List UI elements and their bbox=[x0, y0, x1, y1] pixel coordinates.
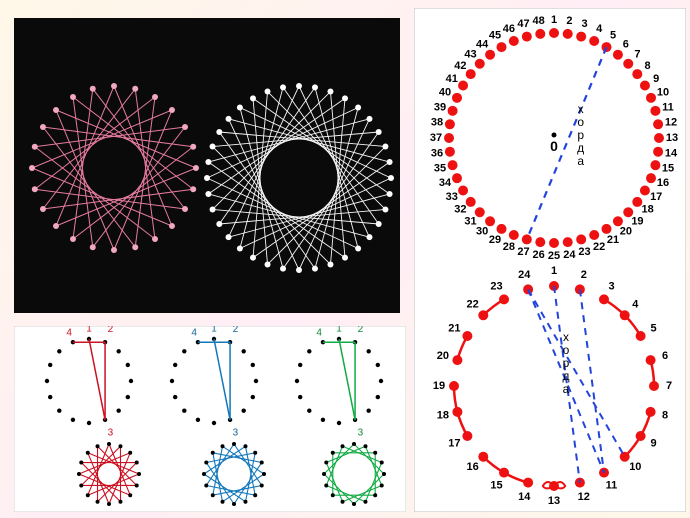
svg-text:18: 18 bbox=[437, 410, 449, 422]
svg-text:а: а bbox=[577, 154, 584, 168]
svg-text:9: 9 bbox=[653, 73, 659, 85]
svg-text:20: 20 bbox=[437, 350, 449, 362]
svg-text:4: 4 bbox=[66, 328, 72, 339]
svg-text:12: 12 bbox=[578, 491, 590, 503]
svg-text:х: х bbox=[563, 330, 569, 344]
svg-text:р: р bbox=[577, 128, 584, 142]
svg-text:19: 19 bbox=[433, 380, 445, 392]
svg-text:34: 34 bbox=[439, 177, 452, 189]
svg-text:14: 14 bbox=[518, 491, 531, 503]
stitch-steps-panel: 1 2 3 4 1 2 3 4 1 2 3 4 bbox=[14, 326, 406, 512]
string-art-photo-panel bbox=[14, 18, 400, 313]
svg-text:35: 35 bbox=[434, 162, 446, 174]
svg-text:8: 8 bbox=[645, 60, 651, 72]
svg-text:2: 2 bbox=[108, 326, 114, 335]
svg-text:2: 2 bbox=[566, 15, 572, 27]
svg-text:31: 31 bbox=[464, 215, 476, 227]
svg-text:13: 13 bbox=[666, 132, 678, 144]
svg-text:21: 21 bbox=[607, 234, 619, 246]
svg-text:10: 10 bbox=[629, 461, 641, 473]
svg-text:32: 32 bbox=[454, 204, 466, 216]
svg-text:1: 1 bbox=[336, 326, 342, 335]
svg-text:2: 2 bbox=[358, 326, 364, 335]
svg-text:2: 2 bbox=[581, 269, 587, 281]
svg-text:17: 17 bbox=[448, 437, 460, 449]
svg-text:19: 19 bbox=[631, 215, 643, 227]
svg-text:44: 44 bbox=[476, 38, 489, 50]
svg-text:3: 3 bbox=[608, 280, 614, 292]
svg-text:46: 46 bbox=[503, 23, 515, 35]
svg-text:30: 30 bbox=[476, 226, 488, 238]
svg-text:4: 4 bbox=[316, 328, 322, 339]
svg-text:7: 7 bbox=[666, 380, 672, 392]
svg-text:д: д bbox=[577, 141, 584, 155]
svg-text:6: 6 bbox=[662, 350, 668, 362]
svg-text:45: 45 bbox=[489, 30, 501, 42]
svg-text:9: 9 bbox=[651, 437, 657, 449]
svg-text:4: 4 bbox=[632, 299, 639, 311]
svg-text:18: 18 bbox=[641, 204, 653, 216]
svg-text:24: 24 bbox=[563, 249, 576, 261]
svg-text:11: 11 bbox=[662, 101, 674, 113]
svg-text:47: 47 bbox=[517, 18, 529, 30]
svg-text:0: 0 bbox=[550, 138, 558, 154]
svg-text:о: о bbox=[577, 115, 584, 129]
svg-text:16: 16 bbox=[657, 177, 669, 189]
svg-text:а: а bbox=[563, 382, 570, 396]
svg-text:23: 23 bbox=[578, 246, 590, 258]
svg-text:8: 8 bbox=[662, 410, 668, 422]
svg-text:1: 1 bbox=[86, 326, 92, 335]
svg-text:11: 11 bbox=[606, 479, 618, 491]
svg-text:4: 4 bbox=[596, 23, 603, 35]
svg-text:15: 15 bbox=[662, 162, 674, 174]
svg-text:43: 43 bbox=[464, 48, 476, 60]
svg-text:10: 10 bbox=[657, 87, 669, 99]
chord-diagram-panel: 1234567891011121314151617181920212223242… bbox=[414, 8, 686, 512]
svg-text:5: 5 bbox=[610, 30, 616, 42]
svg-text:41: 41 bbox=[446, 73, 458, 85]
svg-text:22: 22 bbox=[593, 241, 605, 253]
svg-text:1: 1 bbox=[551, 14, 557, 26]
svg-text:13: 13 bbox=[548, 495, 560, 507]
svg-text:40: 40 bbox=[439, 87, 451, 99]
svg-text:37: 37 bbox=[430, 132, 442, 144]
svg-text:25: 25 bbox=[548, 250, 560, 262]
svg-text:27: 27 bbox=[517, 246, 529, 258]
svg-text:42: 42 bbox=[454, 60, 466, 72]
svg-text:26: 26 bbox=[532, 249, 544, 261]
svg-text:3: 3 bbox=[233, 427, 239, 438]
svg-text:р: р bbox=[563, 356, 570, 370]
svg-text:28: 28 bbox=[503, 241, 515, 253]
svg-text:12: 12 bbox=[665, 117, 677, 129]
svg-text:20: 20 bbox=[620, 226, 632, 238]
svg-text:1: 1 bbox=[211, 326, 217, 335]
svg-text:36: 36 bbox=[431, 147, 443, 159]
svg-text:3: 3 bbox=[581, 18, 587, 30]
svg-text:23: 23 bbox=[490, 280, 502, 292]
svg-text:24: 24 bbox=[518, 269, 531, 281]
svg-text:33: 33 bbox=[446, 191, 458, 203]
svg-text:14: 14 bbox=[665, 147, 678, 159]
svg-text:д: д bbox=[562, 369, 569, 383]
svg-text:1: 1 bbox=[551, 265, 557, 277]
svg-text:48: 48 bbox=[532, 15, 544, 27]
svg-text:16: 16 bbox=[467, 461, 479, 473]
svg-text:3: 3 bbox=[358, 427, 364, 438]
svg-text:2: 2 bbox=[233, 326, 239, 335]
svg-text:3: 3 bbox=[108, 427, 114, 438]
svg-text:о: о bbox=[563, 343, 570, 357]
svg-text:38: 38 bbox=[431, 117, 443, 129]
svg-text:7: 7 bbox=[634, 48, 640, 60]
svg-text:29: 29 bbox=[489, 234, 501, 246]
svg-text:21: 21 bbox=[448, 322, 460, 334]
svg-text:22: 22 bbox=[467, 299, 479, 311]
svg-text:15: 15 bbox=[490, 479, 502, 491]
svg-text:4: 4 bbox=[191, 328, 197, 339]
svg-text:х: х bbox=[578, 102, 584, 116]
svg-text:39: 39 bbox=[434, 101, 446, 113]
svg-text:6: 6 bbox=[623, 38, 629, 50]
svg-text:17: 17 bbox=[650, 191, 662, 203]
svg-text:5: 5 bbox=[651, 322, 657, 334]
